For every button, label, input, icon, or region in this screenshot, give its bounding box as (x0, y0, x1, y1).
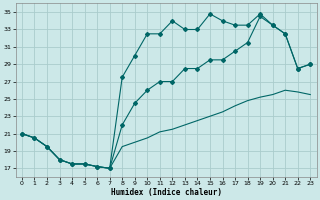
X-axis label: Humidex (Indice chaleur): Humidex (Indice chaleur) (111, 188, 221, 197)
